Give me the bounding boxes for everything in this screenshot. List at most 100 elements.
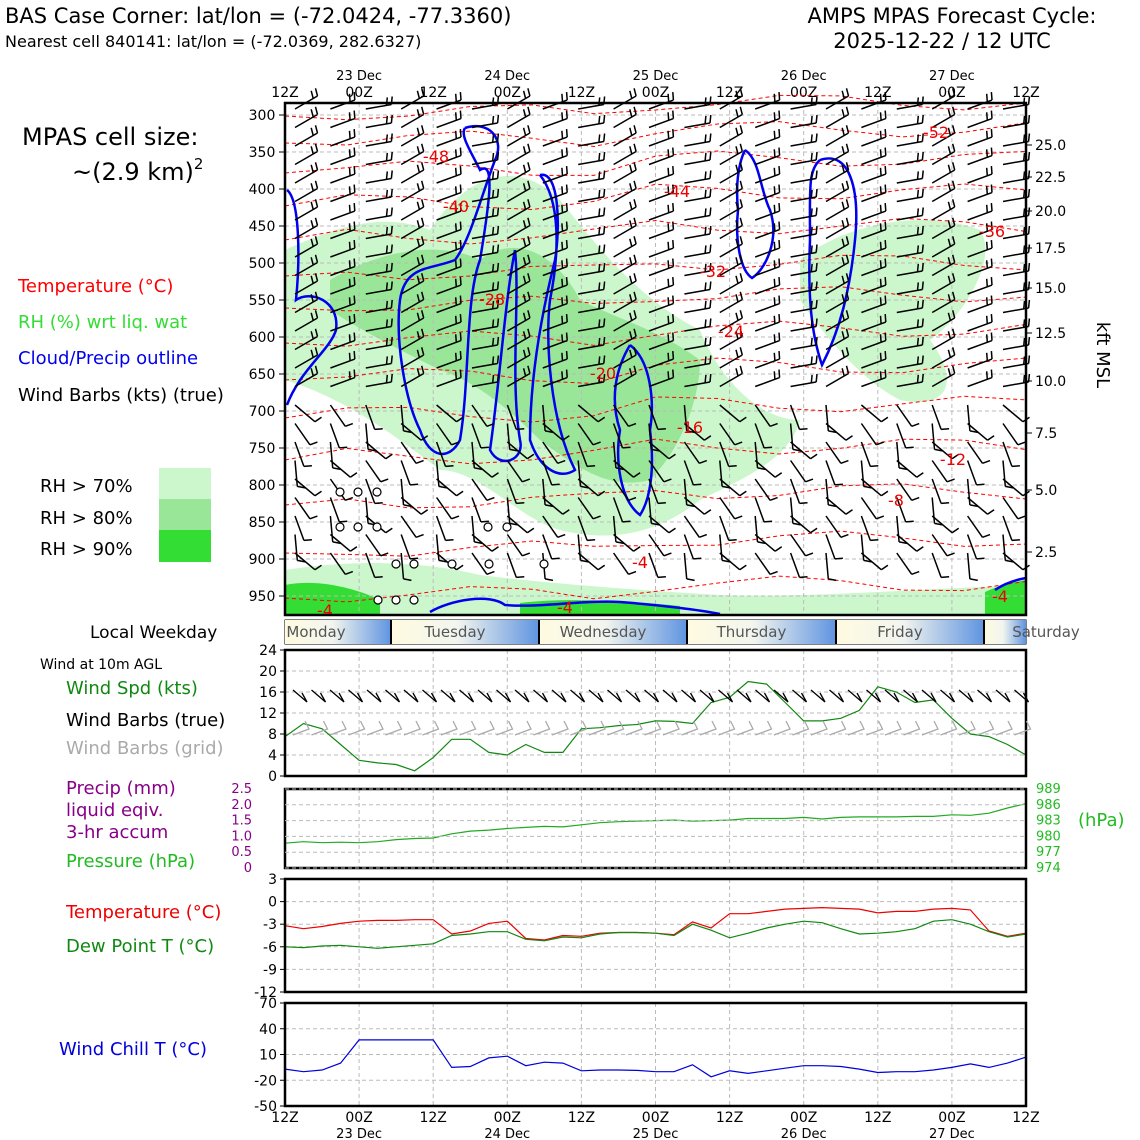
pressure-tick-label: 600 bbox=[249, 330, 276, 346]
wind-barb bbox=[754, 369, 781, 388]
wind-barb bbox=[471, 459, 499, 478]
wind-barb bbox=[896, 552, 920, 576]
wind-barb bbox=[294, 328, 319, 351]
wind-barb bbox=[400, 106, 425, 129]
height-axis-label: kft MSL bbox=[1092, 322, 1113, 388]
wind-barb bbox=[294, 217, 319, 240]
top-day-label: 27 Dec bbox=[929, 69, 975, 84]
wind-barb bbox=[931, 180, 956, 203]
title-right-2: 2025-12-22 / 12 UTC bbox=[833, 29, 1051, 53]
wind-barb bbox=[719, 143, 744, 166]
wind-barb bbox=[967, 221, 993, 240]
wind-spd-label: Wind Spd (kts) bbox=[66, 678, 198, 699]
wind-barb bbox=[365, 441, 393, 460]
top-day-label: 24 Dec bbox=[484, 69, 530, 84]
wind-barb bbox=[435, 423, 460, 446]
surface-grid-barb bbox=[810, 720, 828, 736]
surface-grid-barb bbox=[551, 720, 569, 736]
wind-barb bbox=[613, 291, 637, 314]
temperature-label: -4 bbox=[317, 601, 333, 620]
bottom-tick-label: 00Z bbox=[790, 1110, 817, 1126]
wind-barb bbox=[507, 291, 531, 314]
calm-circle bbox=[372, 487, 382, 497]
wind-barb bbox=[294, 441, 312, 468]
surface-wind-barb bbox=[699, 689, 715, 703]
wind-barbs-upper bbox=[294, 88, 1031, 605]
wind-barb bbox=[400, 236, 425, 258]
surface-grid-barb bbox=[699, 720, 717, 736]
wind-barb bbox=[683, 478, 695, 508]
bottom-tick-label: 12Z bbox=[716, 1110, 743, 1126]
surface-wind-barb bbox=[773, 689, 789, 703]
surface-grid-barb bbox=[847, 720, 865, 736]
wind-barb bbox=[436, 240, 462, 258]
cell-size-line1: MPAS cell size: bbox=[22, 123, 198, 151]
wind-barb bbox=[542, 184, 568, 203]
temperature-labels: -52 -48 -44 -40 -36 -32 -28 -24 -20 -16 -12 -8 -4 -4 -… bbox=[317, 123, 1008, 620]
wind-barb bbox=[861, 147, 887, 166]
top-tick-label: 12Z bbox=[716, 85, 743, 101]
weekday-name: Thursday bbox=[716, 623, 787, 641]
wind-barb bbox=[436, 203, 462, 221]
wind-barb bbox=[931, 143, 956, 166]
wind-barb bbox=[471, 207, 500, 221]
wind-barb bbox=[931, 460, 955, 483]
wind-barb bbox=[896, 441, 908, 471]
panel-frame bbox=[283, 877, 1028, 994]
wind-barb bbox=[507, 347, 531, 369]
wind-barb bbox=[365, 244, 393, 258]
wind-barb bbox=[648, 534, 672, 557]
wind-barb bbox=[860, 423, 885, 446]
wind-barb bbox=[967, 295, 993, 314]
wind-barb bbox=[400, 254, 425, 277]
height-tick-label: 2.5 bbox=[1035, 545, 1057, 561]
wind-barb bbox=[754, 92, 781, 110]
panel-frame bbox=[283, 1001, 1028, 1108]
surface-wind-barb bbox=[958, 689, 974, 703]
wind-barb bbox=[471, 262, 500, 277]
wind-barb bbox=[825, 199, 850, 221]
wind-barb bbox=[365, 460, 389, 483]
calm-circle bbox=[353, 487, 363, 497]
wind-barb bbox=[365, 114, 393, 129]
wind-barbs-true-label: Wind Barbs (true) bbox=[66, 710, 225, 731]
weekday-name: Saturday bbox=[1012, 623, 1080, 641]
wind-barb bbox=[684, 299, 712, 314]
bottom-tick-label: 12Z bbox=[271, 1110, 298, 1126]
wind-barb bbox=[330, 314, 356, 332]
wind-barb bbox=[613, 106, 637, 129]
wind-barb bbox=[613, 143, 637, 166]
wind-barb bbox=[400, 460, 419, 486]
top-time-axis: 12Z 00Z 12Z 00Z 12Z 00Z 12Z 00Z 12Z 00Z 12Z 23 Dec 2… bbox=[271, 69, 1039, 101]
surface-grid-barb bbox=[718, 720, 736, 736]
surface-wind-barb bbox=[866, 689, 882, 703]
surface-grid-barb bbox=[958, 720, 976, 736]
wind-barb bbox=[648, 166, 675, 184]
wind-barb bbox=[294, 460, 306, 489]
wind-barb bbox=[684, 336, 712, 351]
wind-barb bbox=[861, 203, 887, 221]
surface-grid-barb bbox=[385, 720, 403, 736]
wind-barb bbox=[896, 336, 924, 351]
wind-barb bbox=[577, 515, 596, 542]
weekday-band bbox=[539, 620, 687, 644]
cloud-outline-4 bbox=[613, 344, 654, 517]
surface-wind-barb bbox=[477, 689, 493, 703]
wind-barb bbox=[719, 497, 743, 520]
wind-barb bbox=[365, 225, 393, 240]
wind-barb bbox=[578, 225, 606, 240]
wind-barb bbox=[294, 347, 319, 369]
wind-barb bbox=[613, 199, 637, 221]
wind-barb bbox=[790, 318, 818, 332]
surface-grid-barb bbox=[921, 720, 939, 736]
wind-barb bbox=[577, 534, 589, 563]
surface-wind-barb bbox=[385, 689, 401, 703]
surface-wind-barb bbox=[884, 689, 900, 703]
wind-barb bbox=[825, 125, 850, 147]
cloud-outlines bbox=[285, 125, 1027, 616]
wind-barb bbox=[648, 110, 675, 129]
surface-wind-barb bbox=[459, 689, 475, 703]
wind-barb bbox=[719, 106, 744, 129]
panel-ytick-label: 10 bbox=[259, 1048, 277, 1064]
wind-barb bbox=[1002, 534, 1014, 563]
